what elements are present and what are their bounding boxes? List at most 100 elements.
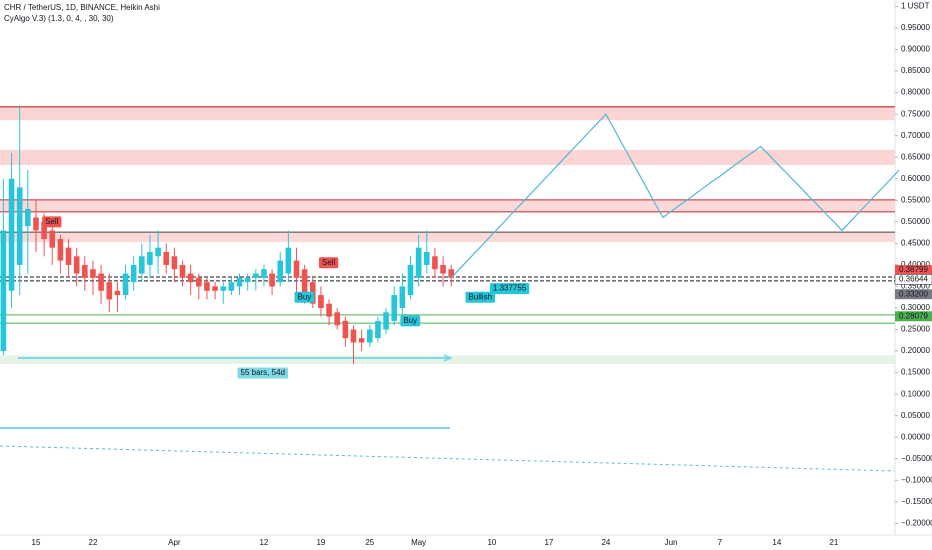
candle-body xyxy=(399,286,406,308)
annotation-box xyxy=(318,257,339,269)
y-tick-label: −0.20000 xyxy=(901,518,932,527)
price-label-box xyxy=(895,311,932,322)
candle-body xyxy=(236,277,243,287)
y-tick-label: 0.00000 xyxy=(901,432,930,441)
candle-body xyxy=(440,264,446,274)
y-tick-label: 0.70000 xyxy=(901,131,930,140)
zone xyxy=(0,232,895,243)
y-tick-label: 0.80000 xyxy=(901,88,930,97)
candle-body xyxy=(326,303,332,317)
candle-body xyxy=(106,282,113,300)
candle-body xyxy=(147,251,153,265)
candle-body xyxy=(82,264,88,278)
candle-body xyxy=(293,260,300,278)
x-tick-label: 19 xyxy=(316,538,325,547)
x-tick-label: Jun xyxy=(665,538,678,547)
x-tick-label: 14 xyxy=(772,538,781,547)
candle-body xyxy=(16,187,23,265)
candle-body xyxy=(350,329,357,343)
price-label-box xyxy=(895,289,932,300)
y-tick-label: 0.45000 xyxy=(901,238,930,247)
x-tick-label: 22 xyxy=(89,538,98,547)
y-tick-label: 0.15000 xyxy=(901,368,930,377)
annotation-box xyxy=(465,291,496,303)
candle-body xyxy=(334,312,341,326)
candle-body xyxy=(155,247,161,257)
candle-body xyxy=(383,312,389,330)
x-tick-label: Apr xyxy=(168,538,181,547)
candle-body xyxy=(171,256,178,270)
y-tick-label: 0.40000 xyxy=(901,260,930,269)
x-tick-label: 17 xyxy=(544,538,553,547)
annotation-text: Sell xyxy=(322,258,336,267)
price-label: 0.38799 xyxy=(899,265,928,274)
candle-body xyxy=(139,256,145,274)
candle-body xyxy=(407,264,414,296)
candle-body xyxy=(73,256,80,274)
annotation-text: 55 bars, 54d xyxy=(241,368,285,377)
candle-body xyxy=(41,221,47,240)
chart-title: CHR / TetherUS, 1D, BINANCE, Heikin Ashi xyxy=(4,3,160,12)
y-tick-label: 0.90000 xyxy=(901,45,930,54)
y-tick-label: 0.10000 xyxy=(901,389,930,398)
x-tick-label: 7 xyxy=(718,538,723,547)
candle-body xyxy=(49,230,56,248)
candle-body xyxy=(187,273,194,283)
y-tick-label: 0.35000 xyxy=(901,282,930,291)
y-tick-label: 0.55000 xyxy=(901,195,930,204)
candle-body xyxy=(98,273,104,291)
annotation-text: Buy xyxy=(403,316,417,325)
candle-body xyxy=(33,217,39,231)
annotation-text: Buy xyxy=(298,292,312,301)
y-tick-label: 1 USDT xyxy=(901,2,930,11)
price-label-box xyxy=(895,265,932,276)
price-label: 0.36644 xyxy=(899,274,928,283)
candle-body xyxy=(391,295,398,321)
x-tick-label: 15 xyxy=(32,538,41,547)
x-tick-label: 12 xyxy=(259,538,268,547)
candle-body xyxy=(301,269,308,296)
candle-body xyxy=(163,251,170,265)
y-tick-label: 0.60000 xyxy=(901,174,930,183)
candle-body xyxy=(57,239,64,261)
y-tick-label: −0.05000 xyxy=(901,454,932,463)
dashed-trend-line xyxy=(0,445,896,472)
candle-body xyxy=(196,277,202,287)
y-tick-label: 0.25000 xyxy=(901,325,930,334)
annotation-text: Bullish xyxy=(468,292,492,301)
x-tick-label: 24 xyxy=(601,538,610,547)
annotation-text: 1.337755 xyxy=(493,284,527,293)
y-tick-label: 0.85000 xyxy=(901,66,930,75)
candle-body xyxy=(228,282,235,291)
y-tick-label: −0.10000 xyxy=(901,475,932,484)
candle-body xyxy=(220,286,227,291)
candle-body xyxy=(65,247,72,265)
annotation-box xyxy=(294,291,315,303)
price-label: 0.28079 xyxy=(899,311,928,320)
candle-body xyxy=(122,273,129,296)
candle-body xyxy=(423,251,430,265)
annotation-box xyxy=(489,283,530,295)
annotation-text: Sell xyxy=(45,217,59,226)
candle-body xyxy=(8,178,15,291)
candle-body xyxy=(342,320,349,339)
candle-body xyxy=(415,247,422,278)
candle-body xyxy=(179,264,186,278)
x-tick-label: 25 xyxy=(365,538,374,547)
candle-body xyxy=(448,269,454,278)
candle-body xyxy=(0,230,7,352)
candle-body xyxy=(358,338,365,343)
candle-body xyxy=(432,256,438,270)
x-tick-label: 10 xyxy=(487,538,496,547)
candle-body xyxy=(277,260,284,283)
y-tick-label: 0.05000 xyxy=(901,411,930,420)
candle-body xyxy=(244,277,251,283)
zone xyxy=(0,105,895,121)
candle-body xyxy=(114,290,121,296)
zone xyxy=(0,149,895,165)
x-tick-label: 21 xyxy=(829,538,838,547)
candle-body xyxy=(285,247,292,274)
